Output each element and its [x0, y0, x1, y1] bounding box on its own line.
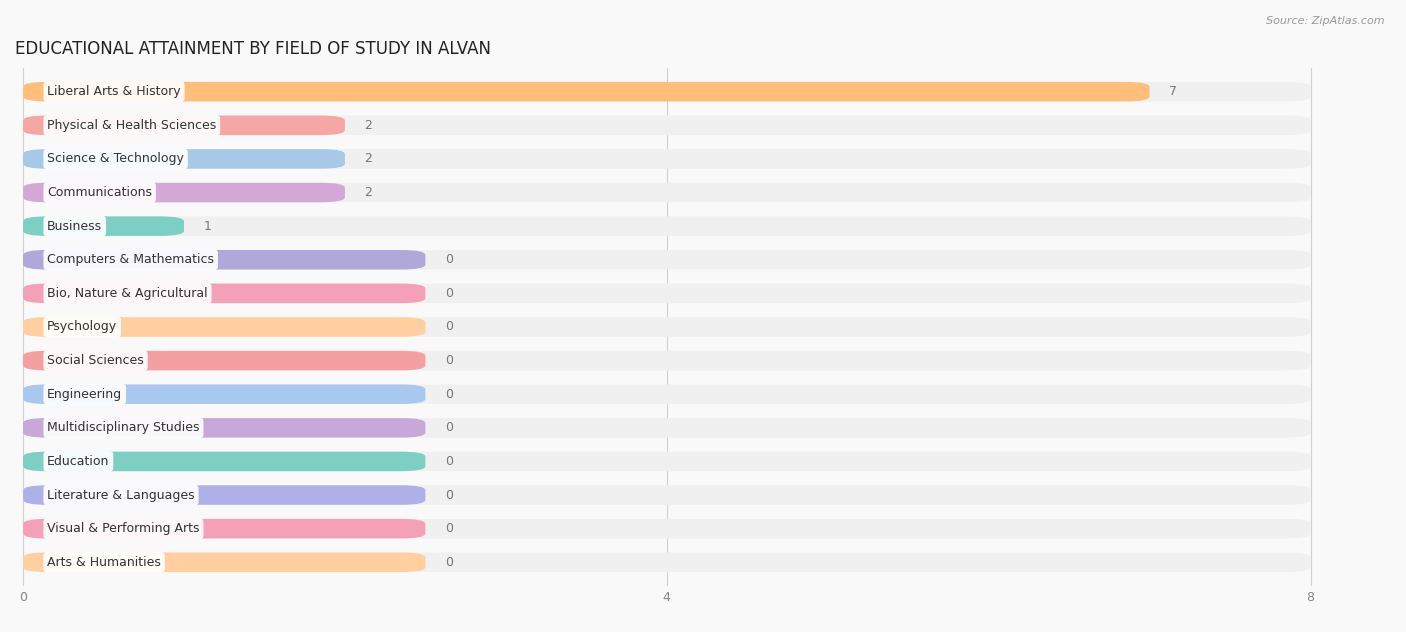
FancyBboxPatch shape — [22, 351, 426, 370]
FancyBboxPatch shape — [22, 384, 1310, 404]
Text: Social Sciences: Social Sciences — [48, 354, 143, 367]
Text: 0: 0 — [444, 522, 453, 535]
FancyBboxPatch shape — [22, 116, 344, 135]
FancyBboxPatch shape — [22, 452, 1310, 471]
FancyBboxPatch shape — [22, 82, 1150, 102]
Text: Psychology: Psychology — [48, 320, 117, 334]
Text: 0: 0 — [444, 320, 453, 334]
FancyBboxPatch shape — [22, 485, 1310, 505]
Text: 0: 0 — [444, 354, 453, 367]
FancyBboxPatch shape — [22, 552, 1310, 572]
Text: Bio, Nature & Agricultural: Bio, Nature & Agricultural — [48, 287, 208, 300]
Text: Engineering: Engineering — [48, 387, 122, 401]
Text: 0: 0 — [444, 489, 453, 502]
Text: 0: 0 — [444, 455, 453, 468]
Text: 0: 0 — [444, 556, 453, 569]
FancyBboxPatch shape — [22, 519, 1310, 538]
FancyBboxPatch shape — [22, 183, 1310, 202]
FancyBboxPatch shape — [22, 351, 1310, 370]
Text: 0: 0 — [444, 422, 453, 434]
Text: 7: 7 — [1168, 85, 1177, 98]
Text: 2: 2 — [364, 152, 373, 166]
FancyBboxPatch shape — [22, 116, 1310, 135]
Text: Multidisciplinary Studies: Multidisciplinary Studies — [48, 422, 200, 434]
Text: Physical & Health Sciences: Physical & Health Sciences — [48, 119, 217, 132]
FancyBboxPatch shape — [22, 250, 426, 269]
Text: 2: 2 — [364, 186, 373, 199]
Text: 2: 2 — [364, 119, 373, 132]
FancyBboxPatch shape — [22, 552, 426, 572]
Text: 0: 0 — [444, 253, 453, 266]
FancyBboxPatch shape — [22, 216, 184, 236]
FancyBboxPatch shape — [22, 149, 1310, 169]
FancyBboxPatch shape — [22, 519, 426, 538]
FancyBboxPatch shape — [22, 384, 426, 404]
Text: Arts & Humanities: Arts & Humanities — [48, 556, 162, 569]
FancyBboxPatch shape — [22, 317, 1310, 337]
FancyBboxPatch shape — [22, 216, 1310, 236]
FancyBboxPatch shape — [22, 485, 426, 505]
FancyBboxPatch shape — [22, 418, 1310, 437]
Text: EDUCATIONAL ATTAINMENT BY FIELD OF STUDY IN ALVAN: EDUCATIONAL ATTAINMENT BY FIELD OF STUDY… — [15, 40, 491, 58]
FancyBboxPatch shape — [22, 284, 426, 303]
FancyBboxPatch shape — [22, 82, 1310, 102]
Text: Science & Technology: Science & Technology — [48, 152, 184, 166]
FancyBboxPatch shape — [22, 317, 426, 337]
FancyBboxPatch shape — [22, 250, 1310, 269]
Text: Literature & Languages: Literature & Languages — [48, 489, 195, 502]
Text: Visual & Performing Arts: Visual & Performing Arts — [48, 522, 200, 535]
FancyBboxPatch shape — [22, 149, 344, 169]
Text: 0: 0 — [444, 387, 453, 401]
Text: Liberal Arts & History: Liberal Arts & History — [48, 85, 181, 98]
Text: 1: 1 — [204, 220, 211, 233]
Text: 0: 0 — [444, 287, 453, 300]
FancyBboxPatch shape — [22, 452, 426, 471]
FancyBboxPatch shape — [22, 183, 344, 202]
FancyBboxPatch shape — [22, 284, 1310, 303]
Text: Business: Business — [48, 220, 103, 233]
FancyBboxPatch shape — [22, 418, 426, 437]
Text: Computers & Mathematics: Computers & Mathematics — [48, 253, 214, 266]
Text: Education: Education — [48, 455, 110, 468]
Text: Source: ZipAtlas.com: Source: ZipAtlas.com — [1267, 16, 1385, 26]
Text: Communications: Communications — [48, 186, 152, 199]
